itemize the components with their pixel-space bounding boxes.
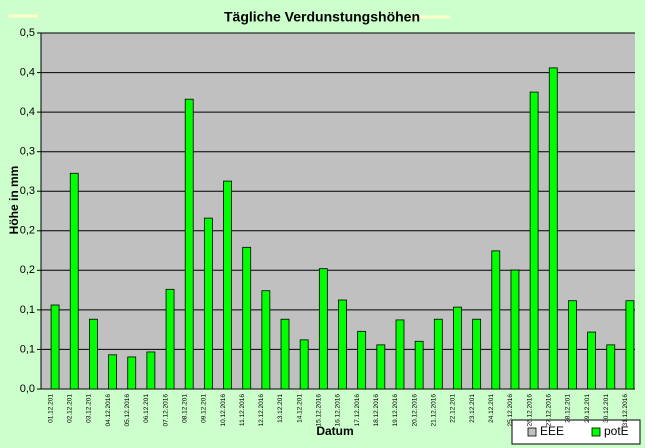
- y-tick-label: 0,3: [20, 185, 35, 197]
- bar: [318, 268, 328, 390]
- x-tick-label: 29.12.201: [584, 394, 591, 423]
- x-tick-label: 06.12.201: [143, 394, 150, 423]
- x-tick-label: 05.12.2016: [124, 394, 131, 427]
- bar: [548, 67, 558, 390]
- y-tick-label: 0,5: [20, 27, 35, 39]
- bar: [223, 180, 232, 390]
- y-tick-label: 0,3: [20, 146, 35, 158]
- bar: [606, 344, 616, 390]
- x-tick-label: 24.12.201: [488, 394, 495, 423]
- bar: [69, 172, 79, 390]
- x-tick-label: 19.12.2016: [392, 394, 399, 427]
- bar: [108, 354, 117, 390]
- bar: [529, 91, 539, 390]
- x-tick-label: 07.12.2016: [162, 394, 169, 427]
- x-tick-label: 22.12.201: [450, 394, 457, 423]
- x-tick-label: 23.12.201: [469, 394, 476, 423]
- x-tick-label: 30.12.201: [603, 394, 610, 423]
- bar: [587, 331, 596, 390]
- x-tick-label: 10.12.2016: [220, 394, 227, 427]
- bar: [433, 318, 443, 390]
- x-tick-label: 15.12.2016: [316, 394, 323, 427]
- bar: [242, 246, 252, 390]
- bar: [376, 344, 386, 390]
- bar: [472, 318, 482, 390]
- x-tick-label: 03.12.201: [86, 394, 93, 423]
- bar: [395, 319, 405, 390]
- x-tick-label: 11.12.2016: [239, 394, 246, 426]
- x-tick-label: 01.12.201: [47, 394, 54, 423]
- bar: [414, 340, 424, 390]
- bar: [338, 299, 347, 390]
- bar: [453, 306, 462, 390]
- legend-label: potE: [604, 424, 629, 438]
- bar: [127, 356, 137, 390]
- bar: [146, 351, 156, 390]
- x-tick-label: 14.12.201: [296, 394, 303, 423]
- x-tick-label: 27.12.2016: [545, 394, 552, 427]
- legend-swatch: [527, 427, 537, 437]
- x-tick-label: 16.12.2016: [335, 394, 342, 427]
- bar: [89, 318, 98, 390]
- y-tick-label: 0,2: [20, 264, 35, 276]
- x-tick-label: 26.12.2016: [526, 394, 533, 427]
- x-tick-label: 20.12.2016: [411, 394, 418, 427]
- bar: [50, 304, 60, 390]
- y-tick-label: 0,0: [20, 383, 35, 395]
- plot-area: [41, 33, 635, 389]
- legend-label: EEE: [540, 424, 564, 438]
- bar: [510, 269, 520, 390]
- x-tick-label: 12.12.2016: [258, 394, 265, 427]
- x-tick-label: 31.12.2016: [622, 394, 629, 427]
- bar: [568, 300, 577, 390]
- y-tick-label: 0,2: [20, 225, 35, 237]
- bar: [203, 217, 213, 390]
- bar: [165, 288, 175, 390]
- bar: [625, 300, 635, 390]
- bar: [280, 318, 290, 390]
- x-tick-label: 02.12.201: [66, 394, 73, 423]
- y-tick-label: 0,1: [20, 304, 35, 316]
- y-tick-label: 0,4: [20, 106, 35, 118]
- x-tick-label: 04.12.2016: [105, 394, 112, 427]
- bar: [299, 339, 309, 390]
- y-tick-label: 0,1: [20, 343, 35, 355]
- x-tick-label: 08.12.201: [181, 394, 188, 423]
- legend-swatch: [591, 427, 601, 437]
- x-tick-label: 25.12.2016: [507, 394, 514, 427]
- chart-title: Tägliche Verdunstungshöhen: [224, 9, 420, 25]
- y-axis-label: Höhe in mm: [7, 166, 21, 235]
- bar: [184, 98, 194, 390]
- x-tick-label: 17.12.2016: [354, 394, 361, 427]
- bar: [357, 330, 367, 390]
- bar: [261, 290, 271, 390]
- bar: [491, 250, 501, 390]
- x-axis-label: Datum: [316, 424, 353, 438]
- x-tick-label: 28.12.201: [565, 394, 572, 423]
- x-tick-label: 09.12.201: [201, 394, 208, 423]
- x-tick-label: 21.12.2016: [431, 394, 438, 427]
- x-tick-label: 18.12.2016: [373, 394, 380, 427]
- x-tick-label: 13.12.201: [277, 394, 284, 423]
- y-tick-label: 0,4: [20, 66, 35, 78]
